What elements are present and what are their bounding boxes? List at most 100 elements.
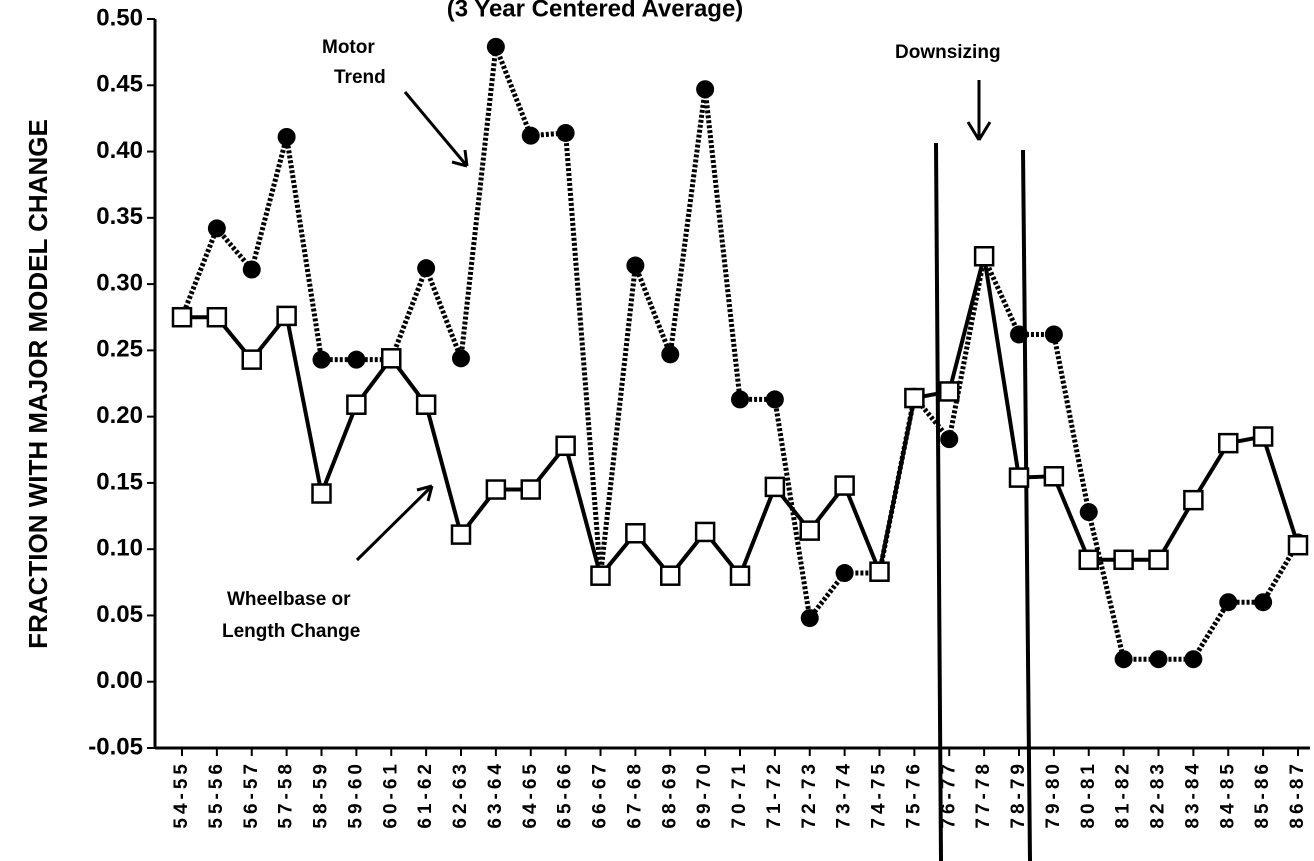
point [799,520,820,541]
x-tick-label: 74-75 [869,760,890,829]
x-tick-label: 64-65 [520,760,541,829]
point [729,565,751,586]
x-tick-label: 56-57 [241,760,262,829]
y-axis-label: FRACTION WITH MAJOR MODEL CHANGE [23,119,53,649]
x-tick-label: 84-85 [1217,760,1238,829]
x-tick-label: 71-72 [764,760,785,829]
x-tick-label: 75-76 [903,760,924,829]
point [800,609,819,628]
point [1149,650,1168,669]
x-tick-label: 62-63 [450,760,471,829]
x-tick-label: 76-77 [938,760,959,829]
point [486,37,505,56]
point [1252,426,1274,447]
arrow [355,484,434,562]
x-tick-label: 77-78 [973,760,994,829]
series-line [182,255,1300,580]
point [696,80,715,99]
y-tick-label: 0.10 [96,535,143,562]
chart-title: (3 Year Centered Average) [447,0,744,22]
y-tick-label: 0.25 [96,336,143,363]
y-tick-label: 0.05 [96,601,143,628]
point [415,394,437,415]
point [904,387,925,409]
x-tick-label: 70-71 [729,760,750,829]
point [869,561,890,582]
x-tick-label: 81-82 [1113,760,1134,829]
y-tick-label: 0.30 [96,269,143,296]
annotation: Motor [322,37,375,58]
point [555,435,576,457]
point [694,521,716,543]
y-tick-label: 0.00 [96,667,143,694]
point [311,483,332,504]
y-tick-label: 0.20 [96,402,143,429]
x-tick-label: 79-80 [1043,760,1064,829]
x-tick-label: 66-67 [590,760,611,829]
point [1010,325,1028,344]
point [277,127,296,146]
point [660,565,681,586]
point [590,565,611,586]
annotation: Trend [334,67,386,88]
point [626,256,645,275]
point [1044,325,1063,344]
x-tick-label: 63-64 [485,760,506,829]
x-tick-label: 54-55 [171,760,192,829]
point [485,479,507,500]
point [1183,489,1204,511]
point [276,305,297,327]
x-tick-label: 78-79 [1008,760,1029,829]
point [312,350,331,369]
point [939,381,960,402]
point [1078,549,1099,571]
x-tick-label: 73-74 [834,760,855,829]
annotation: Downsizing [895,42,1001,63]
x-tick-label: 86-87 [1287,760,1308,829]
point [973,246,995,267]
arrow [966,80,992,141]
point [1254,593,1273,612]
x-tick-label: 82-83 [1148,760,1169,829]
point [1113,549,1134,571]
point [1043,466,1065,487]
point [834,475,855,496]
point [1287,534,1309,556]
x-tick-label: 69-70 [694,760,715,829]
divider-line [1021,149,1032,861]
point [764,476,786,498]
x-tick-label: 72-73 [799,760,820,829]
point [765,390,784,409]
point [940,430,959,449]
x-tick-label: 55-56 [206,760,227,829]
point [381,348,402,369]
annotation: Length Change [222,621,360,642]
point [835,564,854,583]
y-tick-label: 0.35 [96,203,143,230]
point [452,349,470,368]
x-tick-label: 80-81 [1078,760,1099,829]
point [625,523,646,544]
point [207,219,226,238]
point [171,306,193,328]
y-tick-label: -0.05 [88,733,143,760]
y-tick-label: 0.45 [96,71,143,98]
point [556,123,575,142]
x-tick-label: 85-86 [1252,760,1273,829]
x-tick-label: 60-61 [380,760,401,829]
point [417,259,436,278]
x-tick-label: 65-66 [555,760,576,829]
point [1008,467,1030,488]
x-tick-label: 58-59 [311,760,332,829]
x-tick-label: 59-60 [345,760,366,829]
divider-line [934,142,943,861]
x-tick-label: 61-62 [415,760,436,829]
point [242,260,261,279]
point [1079,503,1098,522]
point [1148,549,1169,571]
y-tick-label: 0.50 [96,4,143,31]
point [1219,593,1238,612]
x-tick-label: 83-84 [1182,760,1203,829]
point [731,390,749,409]
